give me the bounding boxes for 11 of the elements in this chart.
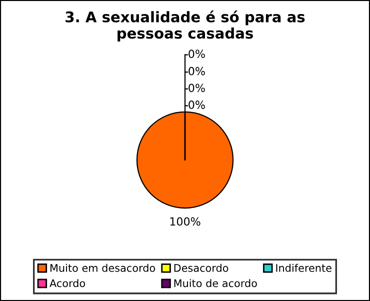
legend-label: Indiferente (276, 264, 332, 272)
legend-label: Desacordo (174, 264, 228, 272)
legend-label: Muito de acordo (174, 279, 257, 288)
text: 0% (188, 50, 205, 58)
text: 0% (188, 66, 205, 76)
text: 0% (188, 100, 205, 109)
legend-label: Acordo (50, 279, 86, 288)
text: 0% (188, 84, 205, 92)
legend-label: Muito em desacordo (50, 264, 156, 272)
chart-title: 3. A sexualidade é só para as pessoas casadas (66, 10, 305, 42)
data-label: 100% (170, 217, 200, 226)
